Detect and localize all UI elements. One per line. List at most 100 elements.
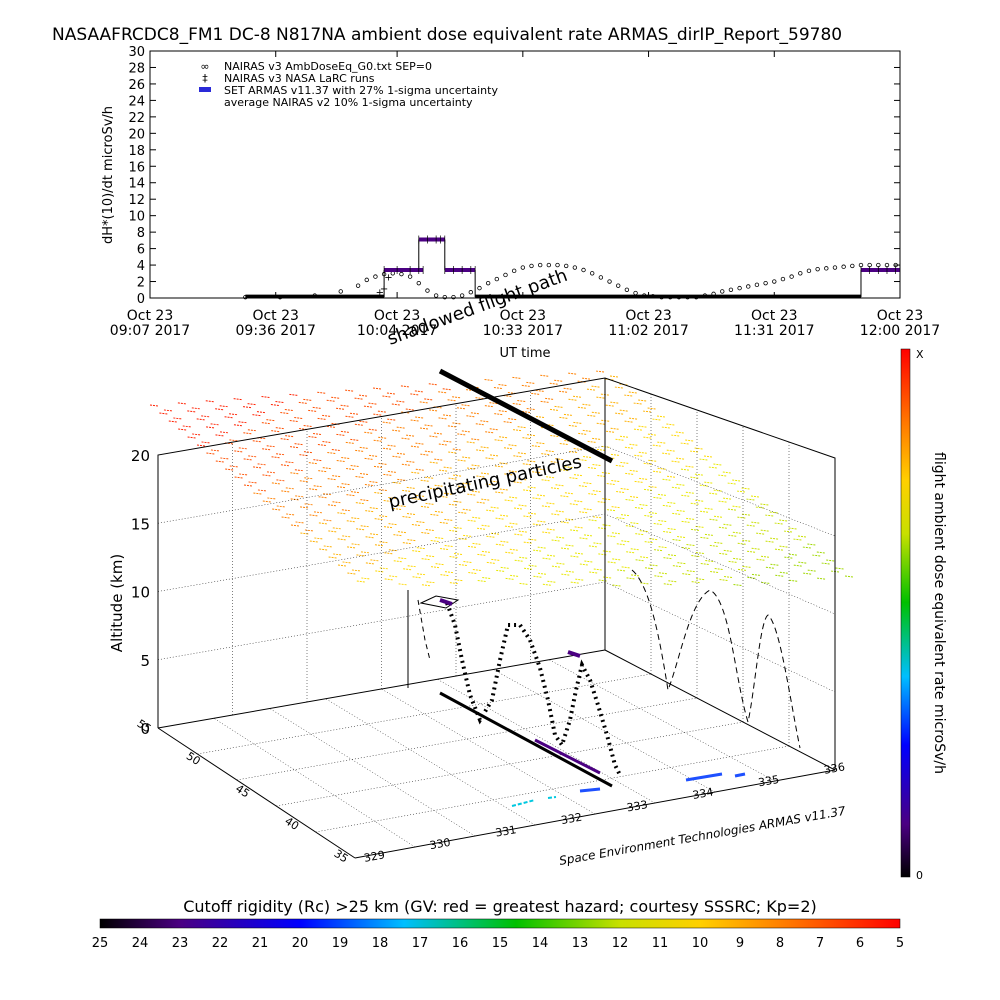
floor-gridline xyxy=(269,708,476,837)
dose-field-dash xyxy=(586,388,596,391)
dose-field-dash xyxy=(844,575,854,578)
dose-field-dash xyxy=(662,478,671,481)
dose-field-dash xyxy=(281,516,290,519)
dose-field-dash xyxy=(406,434,415,437)
dose-field-dash xyxy=(443,492,453,495)
dose-field-dash xyxy=(746,524,755,527)
latitude-tick-label: 50 xyxy=(184,749,203,768)
dose-field-dash xyxy=(396,400,405,403)
dose-field-dash xyxy=(593,568,602,571)
dose-field-dash xyxy=(272,508,281,511)
dose-field-dash xyxy=(639,503,648,506)
dose-field-dash xyxy=(550,487,560,490)
dose-field-dash xyxy=(649,538,658,541)
dose-field-dash xyxy=(290,472,299,475)
ytick-label: 8 xyxy=(137,226,145,241)
dose-field-dash xyxy=(798,561,807,564)
dose-field-dash xyxy=(345,441,354,444)
dose-field-dash xyxy=(384,552,393,555)
dose-field-dash xyxy=(657,467,666,470)
dose-field-dash xyxy=(523,515,532,518)
latitude-tick-label: 40 xyxy=(282,814,301,833)
floor-gridline xyxy=(315,745,790,833)
dose-field-dash xyxy=(661,426,670,429)
dose-field-dash xyxy=(723,523,732,526)
dose-field-dash xyxy=(229,439,238,442)
dose-field-dash xyxy=(607,561,616,564)
dose-field-dash xyxy=(709,544,718,547)
dose-field-dash xyxy=(765,514,774,517)
dose-field-dash xyxy=(532,471,541,474)
dose-field-dash xyxy=(233,424,243,427)
dose-field-dash xyxy=(699,484,708,487)
xtick-label-line1: Oct 23 xyxy=(127,308,173,324)
dose-field-dash xyxy=(318,522,327,525)
dose-field-dash xyxy=(593,542,602,545)
dose-field-dash xyxy=(756,532,765,535)
shadowed-flight-path xyxy=(438,368,614,464)
dose-field-dash xyxy=(332,501,341,504)
rigidity-tick-label: 22 xyxy=(212,936,229,951)
dose-field-dash xyxy=(667,527,676,530)
dose-field-dash xyxy=(579,563,588,566)
dose-field-dash xyxy=(312,406,321,409)
dose-field-dash xyxy=(595,370,605,373)
dose-field-dash xyxy=(308,409,317,412)
dose-field-dash xyxy=(499,488,508,491)
dose-field-dash xyxy=(638,451,647,454)
dose-field-dash xyxy=(410,419,419,422)
dose-field-dash xyxy=(224,416,233,419)
dose-field-dash xyxy=(426,581,435,584)
dose-field-dash xyxy=(383,526,393,529)
dose-field-dash xyxy=(309,540,318,543)
dose-field-dash xyxy=(630,522,639,525)
dose-field-dash xyxy=(201,441,210,444)
dose-field-dash xyxy=(719,552,728,555)
dose-field-dash xyxy=(346,520,355,523)
dose-field-dash xyxy=(452,448,461,451)
ground-track xyxy=(439,691,613,788)
dose-field-dash xyxy=(527,460,536,463)
dose-field-dash xyxy=(564,492,573,495)
dose-field-dash xyxy=(476,475,485,478)
floor-gridline xyxy=(236,697,698,781)
dose-field-dash xyxy=(327,478,336,481)
larc-point: + xyxy=(376,287,384,298)
dose-field-dash xyxy=(359,394,368,397)
dose-field-dash xyxy=(504,473,513,476)
dose-field-dash xyxy=(713,489,722,492)
rigidity-colorbar-title: Cutoff rigidity (Rc) >25 km (GV: red = g… xyxy=(183,897,817,916)
dose-field-dash xyxy=(349,412,359,415)
dose-field-dash xyxy=(718,474,727,477)
dose-field-dash xyxy=(784,556,793,559)
dose-field-dash xyxy=(472,568,481,571)
dose-field-dash xyxy=(377,410,386,413)
dose-field-dash xyxy=(555,484,564,487)
dose-field-dash xyxy=(625,472,634,475)
dose-field-dash xyxy=(672,565,681,568)
dose-field-dash xyxy=(510,574,519,577)
dose-field-dash xyxy=(289,420,298,423)
dose-field-dash xyxy=(573,421,582,424)
dose-field-dash xyxy=(657,441,666,444)
dose-field-dash xyxy=(634,507,644,510)
dose-field-dash xyxy=(430,540,439,543)
dose-field-dash xyxy=(476,501,485,504)
altitude-axis-label: Altitude (km) xyxy=(108,554,126,652)
dose-field-dash xyxy=(467,545,477,548)
nairas-v3-point xyxy=(850,263,855,269)
dose-field-dash xyxy=(514,533,523,536)
dose-field-dash xyxy=(453,474,462,477)
longitude-tick-label: 329 xyxy=(363,848,386,864)
dose-field-dash xyxy=(518,504,527,507)
dose-field-dash xyxy=(317,391,326,394)
dose-field-dash xyxy=(652,444,661,447)
dose-field-dash xyxy=(508,444,517,447)
dose-field-dash xyxy=(685,491,694,494)
dose-field-dash xyxy=(751,547,760,550)
dose-field-dash xyxy=(555,458,564,461)
dose-field-dash xyxy=(513,429,522,432)
dose-field-dash xyxy=(276,453,285,456)
dose-field-dash xyxy=(187,436,196,439)
dose-field-dash xyxy=(438,417,447,420)
